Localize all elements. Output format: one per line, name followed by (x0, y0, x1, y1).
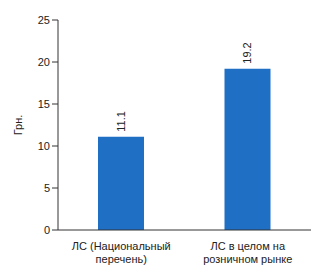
svg-text:10: 10 (38, 140, 50, 152)
svg-text:25: 25 (38, 14, 50, 26)
svg-text:19.2: 19.2 (242, 42, 254, 63)
svg-text:0: 0 (44, 224, 50, 236)
svg-text:20: 20 (38, 56, 50, 68)
svg-text:ЛС в целом нарозничном рынке: ЛС в целом нарозничном рынке (203, 240, 292, 265)
svg-text:5: 5 (44, 182, 50, 194)
svg-text:15: 15 (38, 98, 50, 110)
svg-text:Грн.: Грн. (12, 115, 24, 136)
svg-text:11.1: 11.1 (115, 111, 127, 132)
svg-text:ЛС (Национальныйперечень): ЛС (Национальныйперечень) (72, 240, 171, 265)
